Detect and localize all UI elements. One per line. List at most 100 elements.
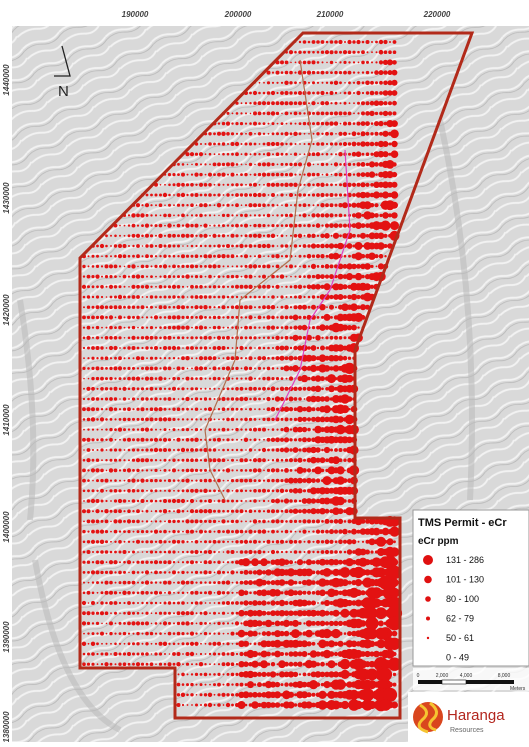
survey-point	[205, 143, 207, 145]
survey-point	[200, 704, 202, 706]
survey-point	[285, 224, 288, 227]
survey-point	[164, 204, 166, 206]
survey-point	[271, 91, 275, 95]
survey-point	[105, 611, 109, 615]
survey-point	[195, 245, 197, 247]
survey-point	[164, 408, 167, 411]
survey-point	[163, 397, 166, 400]
survey-point	[304, 133, 306, 135]
survey-point	[177, 173, 180, 176]
survey-point	[307, 591, 311, 595]
survey-point	[348, 408, 350, 410]
survey-point	[200, 541, 202, 543]
survey-point	[321, 133, 323, 135]
survey-point	[173, 592, 175, 594]
survey-point	[227, 520, 229, 522]
survey-point	[150, 255, 153, 258]
survey-point	[191, 214, 193, 216]
survey-point	[299, 132, 302, 135]
survey-point	[375, 41, 378, 44]
survey-point	[240, 378, 242, 380]
survey-point	[351, 294, 357, 300]
survey-point	[132, 489, 136, 493]
survey-point	[253, 234, 257, 238]
survey-point	[330, 183, 333, 186]
survey-point	[285, 204, 288, 207]
survey-point	[208, 407, 212, 411]
survey-point	[133, 633, 135, 635]
survey-point	[91, 519, 95, 523]
survey-point	[235, 142, 239, 146]
survey-point	[173, 183, 176, 186]
survey-point	[236, 174, 238, 176]
survey-point	[150, 530, 152, 532]
survey-point	[356, 295, 360, 299]
survey-point	[390, 221, 399, 230]
survey-point	[288, 356, 293, 361]
survey-point	[262, 193, 266, 197]
survey-point	[238, 701, 246, 709]
survey-point	[257, 458, 261, 462]
survey-point	[315, 284, 321, 290]
survey-point	[186, 408, 189, 411]
logo-mark	[413, 702, 443, 732]
survey-point	[303, 285, 306, 288]
survey-point	[182, 551, 184, 553]
survey-point	[335, 663, 338, 666]
survey-point	[254, 357, 256, 359]
survey-point	[214, 153, 216, 155]
survey-point	[185, 397, 189, 401]
survey-point	[307, 438, 311, 442]
survey-point	[200, 693, 203, 696]
survey-point	[118, 540, 122, 544]
survey-point	[204, 469, 207, 472]
survey-point	[168, 632, 172, 636]
survey-point	[132, 377, 136, 381]
survey-point	[128, 500, 130, 502]
survey-point	[195, 459, 198, 462]
survey-point	[137, 582, 139, 584]
survey-point	[214, 184, 216, 186]
survey-point	[276, 479, 280, 483]
survey-point	[303, 224, 306, 227]
survey-point	[258, 306, 261, 309]
survey-point	[127, 367, 130, 370]
legend-label: 0 - 49	[446, 653, 469, 663]
survey-point	[159, 652, 162, 655]
survey-point	[136, 377, 140, 381]
survey-point	[155, 235, 157, 237]
survey-point	[132, 520, 135, 523]
survey-point	[346, 273, 353, 280]
survey-point	[96, 520, 100, 524]
survey-point	[186, 530, 190, 534]
survey-point	[299, 551, 302, 554]
survey-point	[168, 214, 172, 218]
survey-point	[329, 295, 333, 299]
survey-point	[262, 275, 266, 279]
survey-point	[288, 692, 294, 698]
survey-point	[304, 153, 306, 155]
survey-point	[214, 531, 216, 533]
survey-point	[128, 663, 131, 666]
survey-point	[267, 601, 270, 604]
survey-point	[375, 61, 377, 63]
survey-point	[389, 673, 391, 675]
survey-point	[190, 336, 193, 339]
survey-point	[159, 398, 161, 400]
scale-label: 0	[417, 673, 420, 679]
survey-point	[195, 184, 197, 186]
survey-point	[276, 112, 279, 115]
survey-point	[271, 305, 275, 309]
survey-point	[289, 509, 293, 513]
survey-point	[214, 572, 216, 574]
survey-point	[118, 326, 122, 330]
survey-point	[82, 642, 86, 646]
survey-point	[311, 621, 316, 626]
survey-point	[307, 71, 311, 75]
survey-point	[127, 601, 131, 605]
survey-point	[284, 498, 289, 503]
survey-point	[391, 150, 399, 158]
survey-point	[301, 375, 308, 382]
survey-point	[96, 570, 100, 574]
survey-point	[292, 620, 299, 627]
